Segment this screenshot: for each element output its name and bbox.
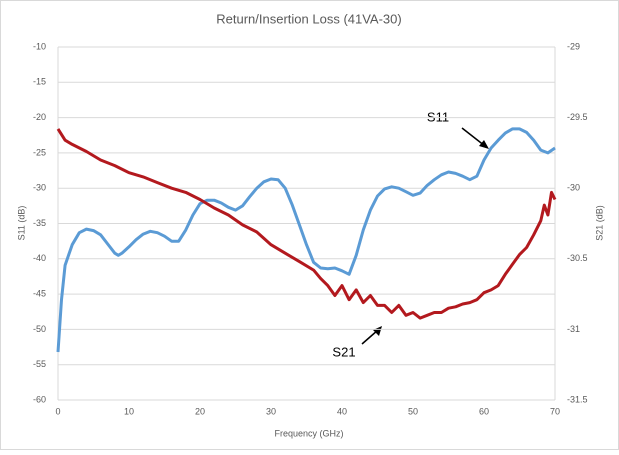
series-line: [56, 127, 556, 353]
chart-title: Return/Insertion Loss (41VA-30): [216, 11, 401, 26]
x-tick-label: 70: [550, 406, 560, 416]
x-tick-label: 0: [55, 406, 60, 416]
y-tick-label: -45: [33, 288, 46, 298]
y-tick-label: -30: [33, 183, 46, 193]
y-tick-label: -60: [33, 394, 46, 404]
y2-tick-label: -29: [567, 41, 580, 51]
y-tick-label: -10: [33, 41, 46, 51]
y2-tick-label: -30.5: [567, 253, 588, 263]
annotation: S21: [332, 344, 355, 359]
x-tick-label: 50: [408, 406, 418, 416]
y2-tick-label: -31: [567, 324, 580, 334]
y2-tick-label: -29.5: [567, 112, 588, 122]
arrow-head: [479, 140, 489, 149]
y2-tick-label: -31.5: [567, 394, 588, 404]
arrow-head: [373, 326, 382, 336]
y2-axis-label: S21 (dB): [594, 205, 604, 241]
y-tick-label: -35: [33, 218, 46, 228]
y-tick-label: -40: [33, 253, 46, 263]
x-tick-label: 30: [266, 406, 276, 416]
y-tick-label: -50: [33, 324, 46, 334]
y2-tick-label: -30: [567, 183, 580, 193]
series-line: [56, 128, 557, 320]
annotation: S11: [427, 109, 449, 124]
x-tick-label: 20: [195, 406, 205, 416]
y-axis-label: S11 (dB): [16, 206, 26, 241]
y-tick-label: -20: [33, 112, 46, 122]
x-tick-label: 10: [124, 406, 134, 416]
y-tick-label: -25: [33, 147, 46, 157]
x-axis-label: Frequency (GHz): [274, 428, 343, 438]
x-tick-label: 60: [479, 406, 489, 416]
y-tick-label: -55: [33, 359, 46, 369]
x-tick-label: 40: [337, 406, 347, 416]
annotation-arrow: [461, 127, 486, 147]
y-tick-label: -15: [33, 77, 46, 87]
